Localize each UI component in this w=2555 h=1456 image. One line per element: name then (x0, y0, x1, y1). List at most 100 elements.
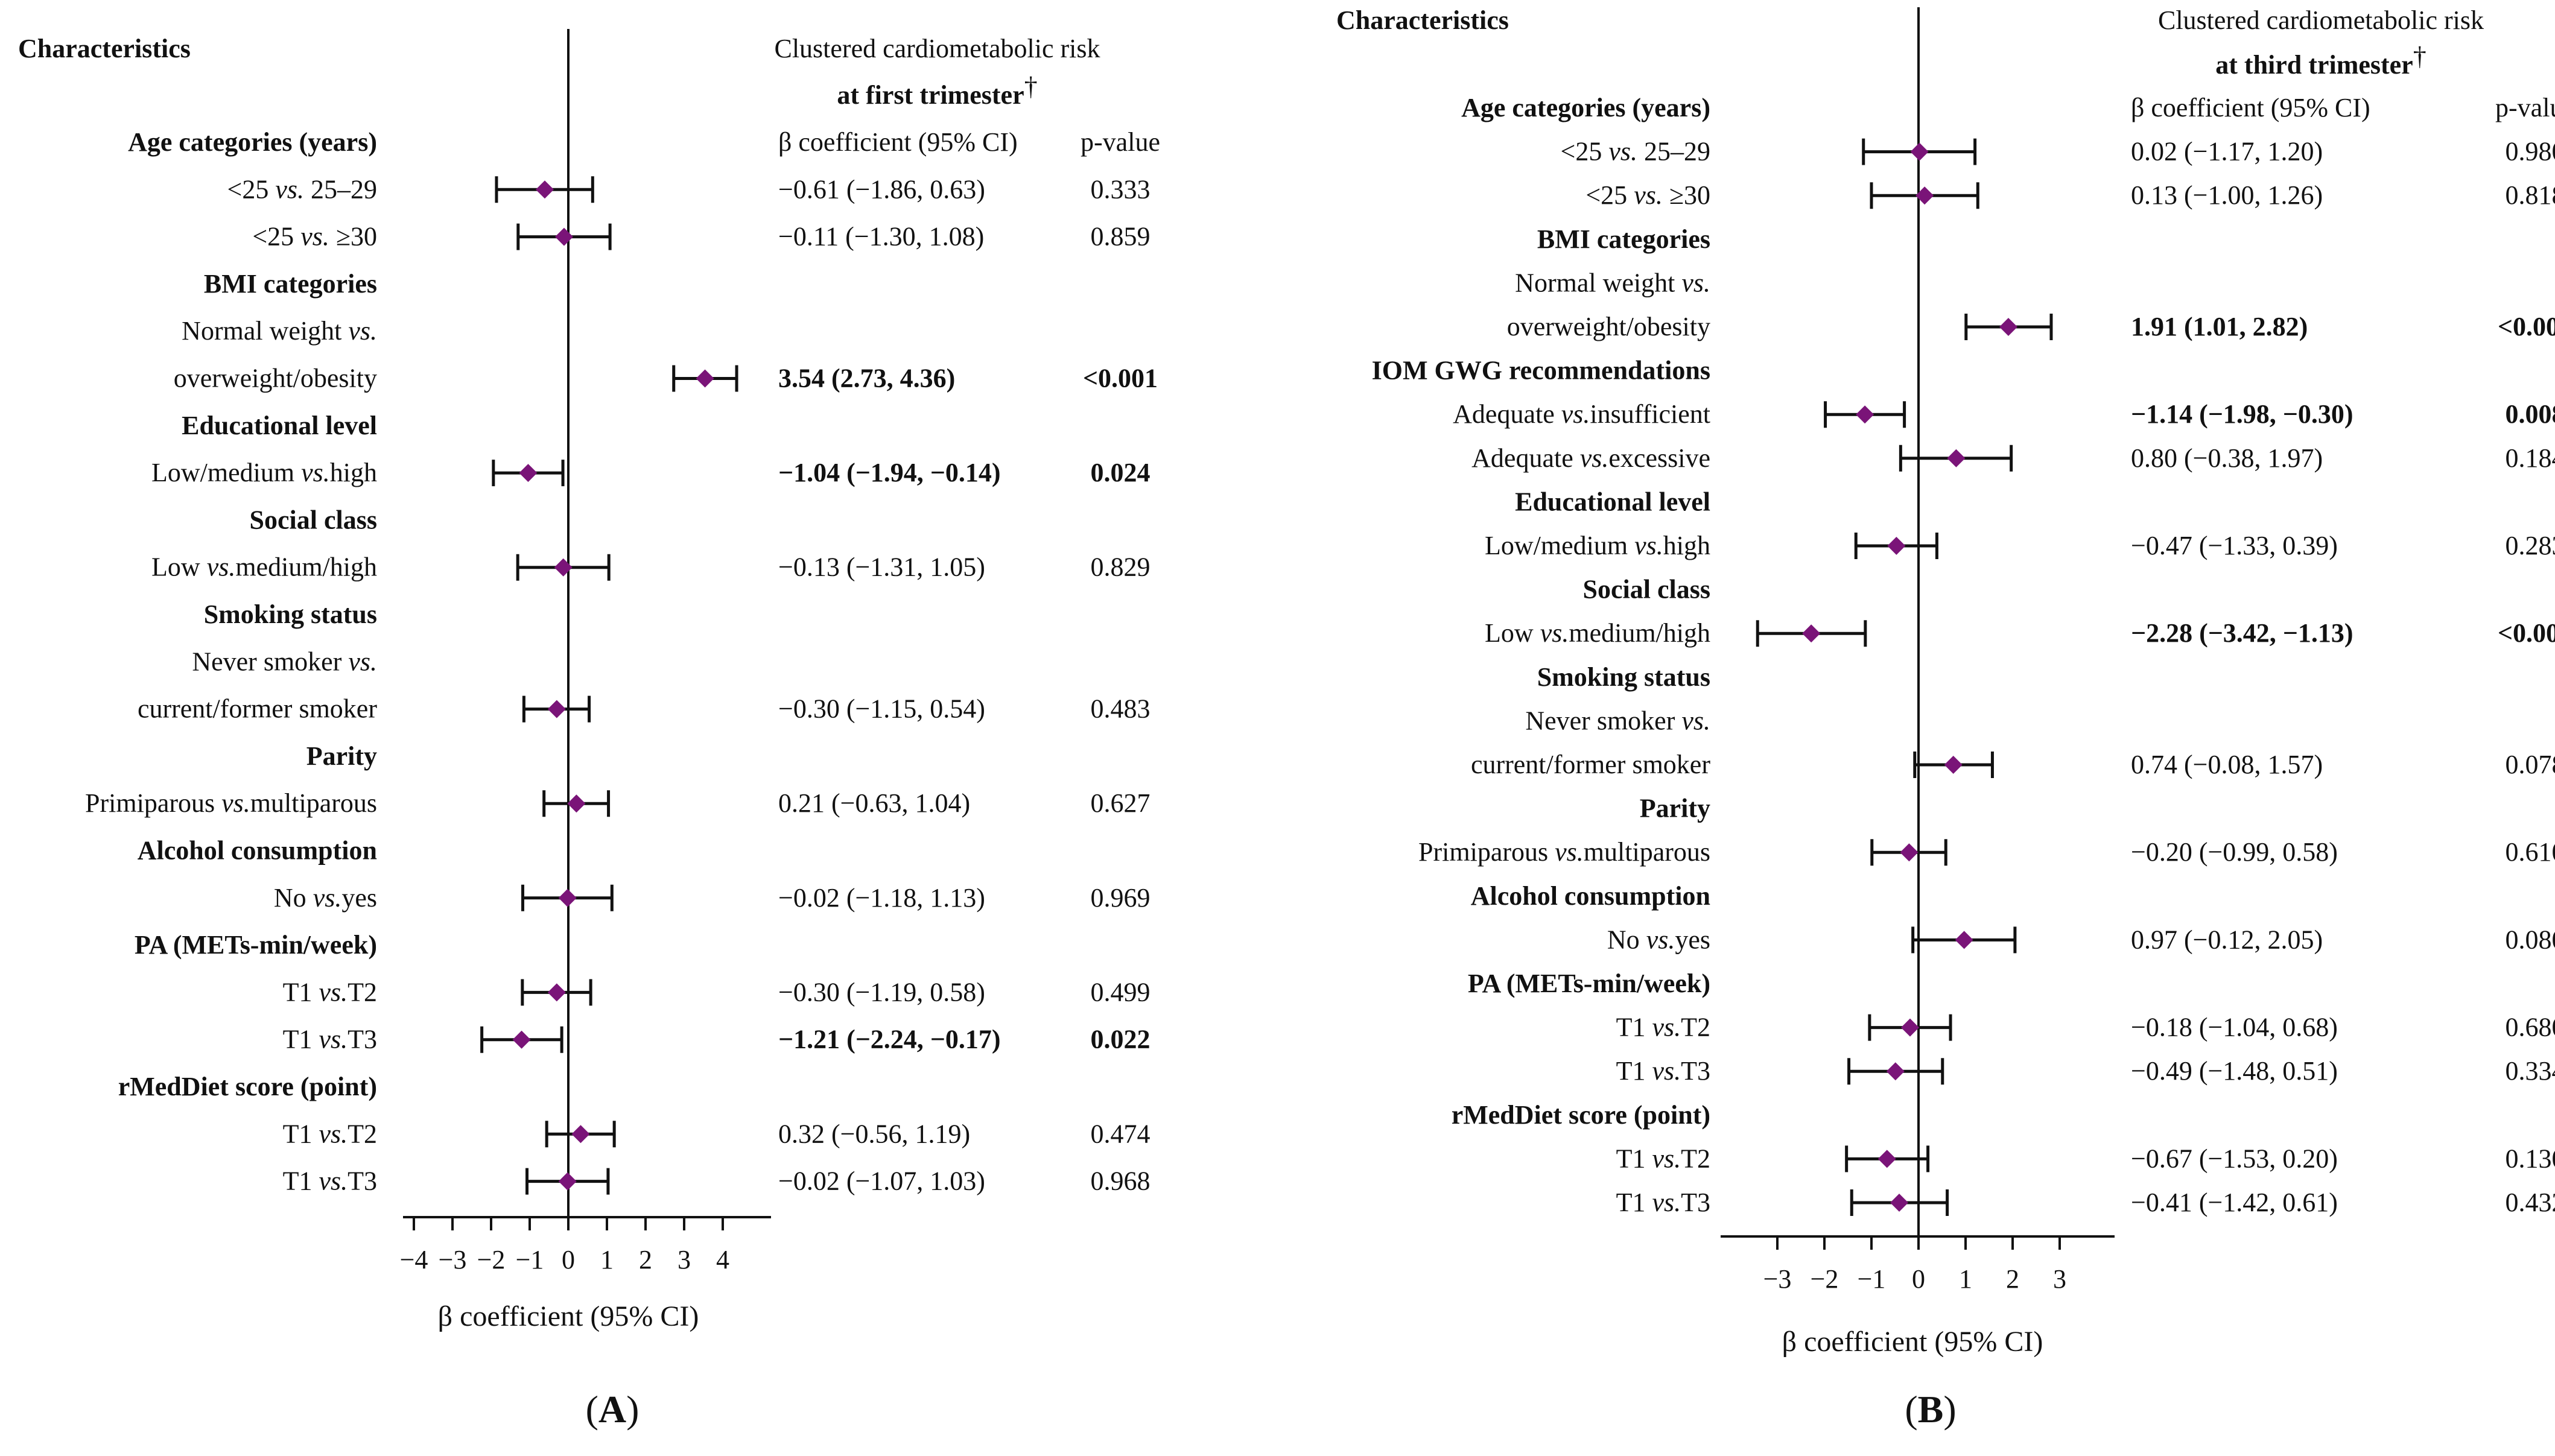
p-value-column-header: p-value (1081, 127, 1160, 157)
x-tick-label: 2 (2006, 1264, 2019, 1294)
p-value: 0.432 (2506, 1188, 2555, 1217)
group-heading: BMI categories (204, 269, 377, 299)
p-value: <0.001 (2498, 618, 2555, 648)
p-value: 0.980 (2506, 137, 2555, 166)
group-heading: Social class (1583, 575, 1710, 604)
panel-letter: A (598, 1388, 626, 1431)
beta-ci-value: 1.91 (1.01, 2.82) (2131, 312, 2308, 341)
outcome-subtitle-text: at third trimester (2215, 50, 2413, 80)
row-label: Low vs.medium/high (151, 552, 377, 582)
group-heading: Smoking status (204, 600, 377, 629)
row-label: T1 vs.T2 (1616, 1013, 1710, 1042)
p-value: 0.184 (2506, 443, 2555, 473)
row-label: Low/medium vs.high (151, 458, 377, 487)
p-value: 0.499 (1091, 977, 1151, 1007)
beta-point-marker (1944, 756, 1963, 774)
beta-point-marker (559, 1173, 577, 1191)
group-heading: PA (METs-min/week) (1468, 969, 1710, 998)
beta-ci-value: −0.11 (−1.30, 1.08) (778, 222, 984, 252)
beta-ci-value: −0.41 (−1.42, 0.61) (2131, 1188, 2338, 1217)
x-tick-label: 3 (2053, 1264, 2066, 1294)
beta-point-marker (1887, 537, 1905, 555)
beta-point-marker (1947, 449, 1965, 467)
row-label-continued: Normal weight vs. (1515, 268, 1710, 297)
beta-point-marker (559, 889, 577, 907)
p-value: 0.969 (1091, 883, 1151, 913)
x-tick-label: −3 (1763, 1264, 1792, 1294)
beta-ci-value: −0.47 (−1.33, 0.39) (2131, 531, 2338, 560)
beta-point-marker (536, 180, 554, 198)
row-label: Primiparous vs.multiparous (1418, 837, 1710, 867)
group-heading: Parity (1640, 794, 1710, 823)
row-label-continued: Normal weight vs. (182, 316, 377, 346)
outcome-subtitle: at third trimester† (2215, 42, 2426, 80)
row-label: T1 vs.T3 (283, 1166, 377, 1196)
beta-point-marker (1890, 1194, 1908, 1212)
outcome-subtitle: at first trimester† (837, 72, 1037, 110)
x-axis-title: β coefficient (95% CI) (1782, 1326, 2043, 1358)
x-tick-label: 1 (600, 1245, 614, 1274)
beta-ci-value: −1.04 (−1.94, −0.14) (778, 458, 1001, 487)
row-label: <25 vs. 25–29 (227, 174, 377, 204)
group-heading: Age categories (years) (128, 127, 377, 157)
beta-ci-value: −0.30 (−1.19, 0.58) (778, 977, 985, 1007)
beta-ci-value: −0.18 (−1.04, 0.68) (2131, 1013, 2338, 1042)
outcome-title: Clustered cardiometabolic risk (2158, 5, 2484, 35)
p-value: 0.680 (2506, 1013, 2555, 1042)
beta-ci-value: −0.02 (−1.07, 1.03) (778, 1166, 985, 1196)
p-value: 0.283 (2506, 531, 2555, 560)
group-heading: rMedDiet score (point) (1452, 1100, 1710, 1130)
group-heading: BMI categories (1537, 224, 1710, 254)
beta-ci-value: 0.13 (−1.00, 1.26) (2131, 180, 2323, 210)
beta-ci-value: 0.80 (−0.38, 1.97) (2131, 443, 2323, 473)
dagger-footnote-mark: † (2413, 42, 2426, 71)
beta-point-marker (1999, 318, 2017, 336)
outcome-subtitle-text: at first trimester (837, 80, 1024, 110)
panel-label: (B) (1905, 1388, 1956, 1431)
group-heading: Educational level (182, 411, 377, 440)
x-tick-label: 0 (562, 1245, 575, 1274)
x-tick-label: −1 (516, 1245, 544, 1274)
panel-letter: B (1918, 1388, 1944, 1431)
p-value: 0.333 (1091, 174, 1151, 204)
row-label: No vs.yes (274, 883, 377, 913)
beta-ci-value: −1.21 (−2.24, −0.17) (778, 1025, 1001, 1054)
beta-point-marker (696, 370, 714, 388)
beta-point-marker (1901, 1019, 1919, 1037)
row-label: Low vs.medium/high (1485, 618, 1710, 648)
beta-point-marker (571, 1125, 589, 1143)
row-label: No vs.yes (1607, 925, 1710, 954)
row-label: Adequate vs.insufficient (1453, 399, 1710, 429)
beta-ci-value: 0.02 (−1.17, 1.20) (2131, 137, 2323, 166)
beta-ci-value: 0.21 (−0.63, 1.04) (778, 788, 970, 818)
p-value: 0.334 (2506, 1056, 2555, 1086)
group-heading: Educational level (1515, 487, 1710, 516)
row-label: T1 vs.T3 (283, 1025, 377, 1054)
beta-ci-value: −0.30 (−1.15, 0.54) (778, 694, 985, 724)
characteristics-header: Characteristics (18, 34, 191, 63)
p-value: 0.968 (1091, 1166, 1151, 1196)
beta-point-marker (548, 983, 566, 1001)
beta-point-marker (1955, 931, 1973, 949)
beta-column-header: β coefficient (95% CI) (2131, 93, 2370, 122)
x-tick-label: −3 (439, 1245, 467, 1274)
p-value: 0.130 (2506, 1144, 2555, 1173)
beta-ci-value: −0.49 (−1.48, 0.51) (2131, 1056, 2338, 1086)
p-value: <0.001 (1083, 364, 1158, 393)
group-heading: Smoking status (1537, 662, 1710, 692)
beta-ci-value: −0.67 (−1.53, 0.20) (2131, 1144, 2338, 1173)
beta-point-marker (1802, 624, 1820, 642)
p-value: 0.483 (1091, 694, 1151, 724)
x-tick-label: −2 (477, 1245, 506, 1274)
beta-point-marker (519, 464, 537, 482)
p-value: 0.829 (1091, 552, 1151, 582)
row-label: overweight/obesity (1507, 312, 1710, 341)
row-label: Primiparous vs.multiparous (85, 788, 377, 818)
row-label-continued: Never smoker vs. (1525, 706, 1710, 735)
beta-ci-value: 0.32 (−0.56, 1.19) (778, 1119, 970, 1148)
row-label: T1 vs.T3 (1616, 1188, 1710, 1217)
x-tick-label: 0 (1912, 1264, 1925, 1294)
